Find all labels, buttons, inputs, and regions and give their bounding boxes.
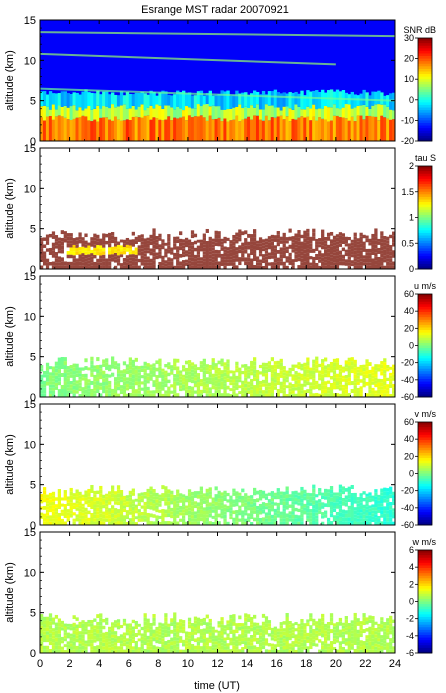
y-axis-label: altitude (km) xyxy=(4,50,16,111)
colorbar-tick-label: 60 xyxy=(404,289,414,299)
colorbar-tick-label: -40 xyxy=(401,503,414,513)
colorbar-tick-label: -10 xyxy=(401,115,414,125)
heatmap-field-u xyxy=(40,356,395,397)
heatmap-field-w xyxy=(40,612,395,653)
colorbar-tick-label: -20 xyxy=(401,486,414,496)
y-tick-label: 10 xyxy=(24,183,36,195)
colorbar-tick-label: 40 xyxy=(404,434,414,444)
x-tick-label: 4 xyxy=(96,658,102,670)
colorbar-tick-label: -60 xyxy=(401,520,414,530)
y-tick-label: 0 xyxy=(30,264,36,276)
y-tick-label: 15 xyxy=(24,271,36,283)
y-tick-label: 15 xyxy=(24,15,36,27)
colorbar-tick-label: -40 xyxy=(401,375,414,385)
y-tick-label: 0 xyxy=(30,520,36,532)
colorbar-tick-label: 2 xyxy=(409,579,414,589)
y-tick-label: 5 xyxy=(30,480,36,492)
colorbar-tick-label: 6 xyxy=(409,545,414,555)
y-tick-label: 5 xyxy=(30,224,36,236)
colorbar-tick-label: -2 xyxy=(406,614,414,624)
y-tick-label: 5 xyxy=(30,96,36,108)
colorbar-tick-label: 30 xyxy=(404,33,414,43)
y-tick-label: 10 xyxy=(24,567,36,579)
y-axis-label: altitude (km) xyxy=(4,178,16,239)
colorbar-tick-label: -20 xyxy=(401,136,414,146)
x-tick-label: 8 xyxy=(155,658,161,670)
colorbar-label: SNR dB xyxy=(403,25,436,35)
colorbar-tick-label: -60 xyxy=(401,392,414,402)
colorbar-u: u m/s60 40 20 0 -20 -40 -60 xyxy=(401,281,437,402)
colorbar-tick-label: 10 xyxy=(404,74,414,84)
colorbar-label: w m/s xyxy=(412,537,437,547)
x-tick-label: 16 xyxy=(271,658,283,670)
heatmap-field-v xyxy=(40,484,395,525)
colorbar-tick-label: 0.5 xyxy=(401,238,414,248)
x-tick-label: 6 xyxy=(126,658,132,670)
figure-title: Esrange MST radar 20070921 xyxy=(141,4,289,16)
heatmap-field-snr xyxy=(40,20,395,141)
y-tick-label: 0 xyxy=(30,648,36,660)
panel-u: 0 5 10 15 altitude (km) u m/s60 40 20 0 -20 -40 -60 xyxy=(4,271,436,404)
y-tick-label: 0 xyxy=(30,392,36,404)
x-tick-label: 22 xyxy=(359,658,371,670)
x-tick-label: 20 xyxy=(330,658,342,670)
x-axis-label: time (UT) xyxy=(194,680,240,692)
colorbar-tick-label: 20 xyxy=(404,451,414,461)
colorbar-tick-label: 60 xyxy=(404,417,414,427)
panel-w: 0 5 10 15 altitude (km) w m/s6 4 2 0 -2 -4 -6 xyxy=(4,527,436,660)
y-tick-label: 0 xyxy=(30,136,36,148)
colorbar-tick-label: 0 xyxy=(409,597,414,607)
y-tick-label: 15 xyxy=(24,399,36,411)
colorbar-tick-label: 0 xyxy=(409,469,414,479)
x-tick-label: 12 xyxy=(211,658,223,670)
colorbar-label: u m/s xyxy=(414,281,437,291)
colorbar-label: v m/s xyxy=(415,409,437,419)
x-tick-label: 0 xyxy=(37,658,43,670)
colorbar-tick-label: 2 xyxy=(409,161,414,171)
y-axis-label: altitude (km) xyxy=(4,306,16,367)
panel-tau: 0 5 10 15 altitude (km) tau S2 1.5 1 0.5 0 xyxy=(4,143,436,276)
heatmap-field-tau xyxy=(40,228,395,269)
x-tick-label: 24 xyxy=(389,658,401,670)
x-tick-label: 18 xyxy=(300,658,312,670)
colorbar-tick-label: 0 xyxy=(409,341,414,351)
colorbar-tick-label: 0 xyxy=(409,95,414,105)
colorbar-tick-label: -20 xyxy=(401,358,414,368)
colorbar-v: v m/s60 40 20 0 -20 -40 -60 xyxy=(401,409,437,530)
colorbar-tick-label: 1.5 xyxy=(401,187,414,197)
colorbar-tick-label: 20 xyxy=(404,323,414,333)
y-axis-label: altitude (km) xyxy=(4,434,16,495)
y-tick-label: 5 xyxy=(30,352,36,364)
y-tick-label: 10 xyxy=(24,55,36,67)
colorbar-label: tau S xyxy=(415,153,436,163)
y-tick-label: 5 xyxy=(30,608,36,620)
colorbar-tick-label: -4 xyxy=(406,631,414,641)
colorbar-tau: tau S2 1.5 1 0.5 0 xyxy=(401,153,436,274)
colorbar-tick-label: 20 xyxy=(404,54,414,64)
colorbar-tick-label: 4 xyxy=(409,562,414,572)
colorbar-w: w m/s6 4 2 0 -2 -4 -6 xyxy=(406,537,437,658)
y-tick-label: 10 xyxy=(24,439,36,451)
colorbar-tick-label: 0 xyxy=(409,264,414,274)
x-tick-label: 14 xyxy=(241,658,253,670)
y-tick-label: 15 xyxy=(24,527,36,539)
panel-v: 0 5 10 15 altitude (km) v m/s60 40 20 0 -20 -40 -60 xyxy=(4,399,436,532)
colorbar-tick-label: 1 xyxy=(409,213,414,223)
colorbar-tick-label: 40 xyxy=(404,306,414,316)
x-tick-label: 2 xyxy=(67,658,73,670)
y-axis-label: altitude (km) xyxy=(4,562,16,623)
y-tick-label: 15 xyxy=(24,143,36,155)
x-tick-label: 10 xyxy=(182,658,194,670)
colorbar-tick-label: -6 xyxy=(406,648,414,658)
y-tick-label: 10 xyxy=(24,311,36,323)
